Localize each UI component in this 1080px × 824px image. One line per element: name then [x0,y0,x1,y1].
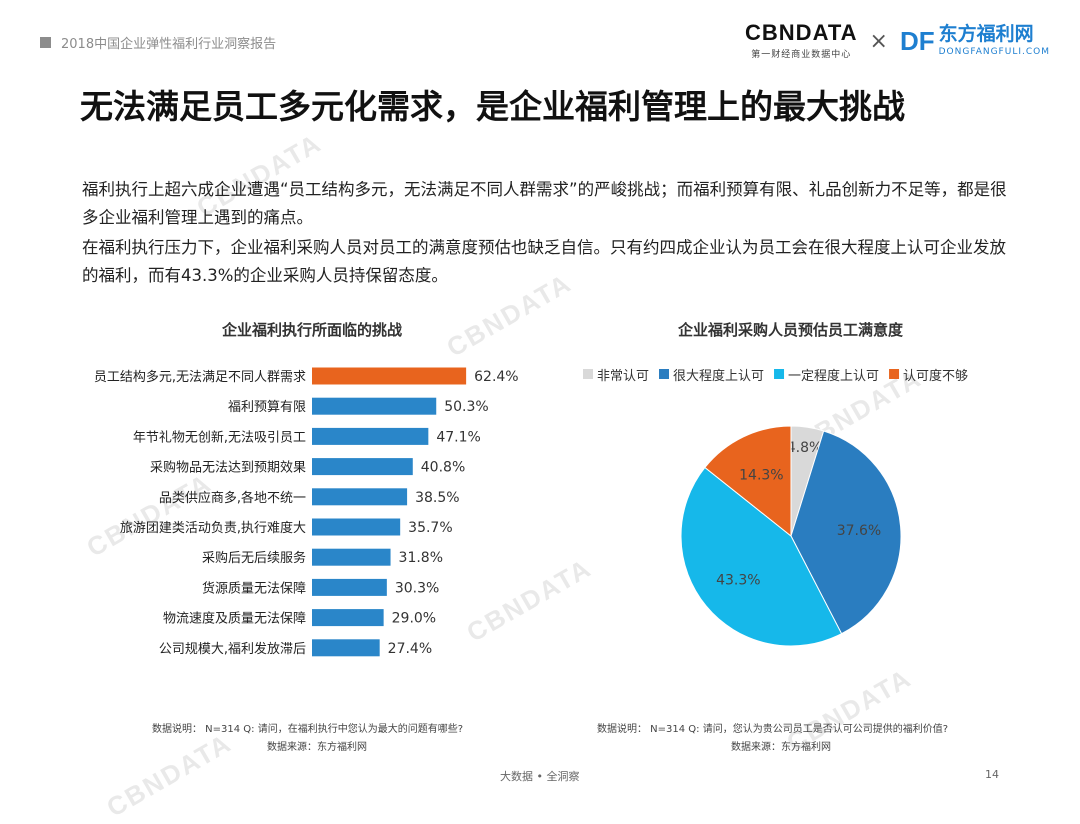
pie-slice [790,430,902,635]
pie-chart-note: 数据说明： N=314 Q: 请问，您认为贵公司员工是否认可公司提供的福利价值? [597,724,949,735]
pie-value-label: 37.6% [837,523,881,539]
bar-chart-title: 企业福利执行所面临的挑战 [222,321,403,339]
page-title: 无法满足员工多元化需求，是企业福利管理上的最大挑战 [80,87,905,126]
bar-value-label: 38.5% [415,490,459,506]
bar-value-label: 30.3% [395,580,439,596]
bar-chart-note: 数据说明： N=314 Q: 请问，在福利执行中您认为最大的问题有哪些? [152,724,464,735]
bar [312,578,387,596]
legend-label: 一定程度上认可 [788,368,879,384]
logo-group: CBNDATA 第一财经商业数据中心 × DF 东方福利网 DONGFANGFU… [745,20,1050,61]
legend-swatch [583,369,593,379]
dongfangfuli-logo-en: DONGFANGFULI.COM [938,47,1050,57]
legend-swatch [659,369,670,379]
pie-value-label: 14.3% [739,468,783,484]
bar [312,639,380,657]
logo-separator: × [869,28,888,54]
pie-value-label: 43.3% [716,572,760,588]
dongfangfuli-logo-cn: 东方福利网 [938,23,1034,45]
bar-value-label: 50.3% [444,399,488,415]
bar-category-label: 采购物品无法达到预期效果 [150,460,306,476]
pie-slice [680,466,843,647]
bar-category-label: 采购后无后续服务 [202,550,306,566]
legend-swatch [889,369,900,379]
bar-category-label: 年节礼物无创新,无法吸引员工 [133,429,306,445]
page-number: 14 [985,768,999,781]
legend-label: 非常认可 [597,369,649,384]
bar [312,458,413,476]
legend-label: 认可度不够 [903,368,968,384]
cbndata-logo-word: CBNDATA [745,20,858,45]
bar-value-label: 47.1% [436,429,480,445]
summary-paragraph-2: 在福利执行压力下，企业福利采购人员对员工的满意度预估也缺乏自信。只有约四成企业认… [82,238,1006,285]
bar-value-label: 31.8% [399,550,443,566]
bar-category-label: 员工结构多元,无法满足不同人群需求 [94,369,306,385]
charts-canvas: 员工结构多元,无法满足不同人群需求 62.4% 福利预算有限 50.3% 年节礼物无创新… [94,367,968,657]
bar [312,367,467,385]
bar [312,609,384,627]
legend-swatch [774,369,785,379]
bar [312,488,408,506]
bar-category-label: 货源质量无法保障 [202,580,306,596]
bar-value-label: 62.4% [474,369,518,385]
bar [312,427,429,445]
bar-category-label: 公司规模大,福利发放滞后 [159,641,306,657]
pie-slice [704,425,792,538]
pie-value-label: 4.8% [787,440,823,456]
bar-value-label: 29.0% [392,611,436,627]
report-title: 2018中国企业弹性福利行业洞察报告 [61,37,277,52]
pie-chart-source: 数据来源：东方福利网 [731,742,831,753]
pie-chart-title: 企业福利采购人员预估员工满意度 [678,321,904,339]
bar-category-label: 旅游团建类活动负责,执行难度大 [120,520,306,536]
bar-category-label: 福利预算有限 [228,400,306,415]
bar-value-label: 27.4% [388,641,432,657]
summary-paragraph-1: 福利执行上超六成企业遭遇“员工结构多元，无法满足不同人群需求”的严峻挑战；而福利… [82,180,1007,227]
bar [312,518,401,536]
bar-chart-source: 数据来源：东方福利网 [267,742,367,753]
cbndata-logo-sub: 第一财经商业数据中心 [751,50,852,60]
bar [312,548,391,566]
bar-category-label: 品类供应商多,各地不统一 [159,490,306,506]
cbndata-logo: CBNDATA 第一财经商业数据中心 [745,20,858,61]
header-square-icon [40,37,51,48]
bar [312,397,437,415]
dongfangfuli-logo: DF 东方福利网 DONGFANGFULI.COM [899,23,1050,58]
legend-label: 很大程度上认可 [673,368,764,384]
report-header: 2018中国企业弹性福利行业洞察报告 [40,33,276,52]
bar-category-label: 物流速度及质量无法保障 [163,611,306,627]
footer-tagline: 大数据 • 全洞察 [500,770,580,783]
dongfangfuli-logo-mark: DF [899,26,935,56]
bar-value-label: 40.8% [421,460,465,476]
bar-value-label: 35.7% [408,520,452,536]
